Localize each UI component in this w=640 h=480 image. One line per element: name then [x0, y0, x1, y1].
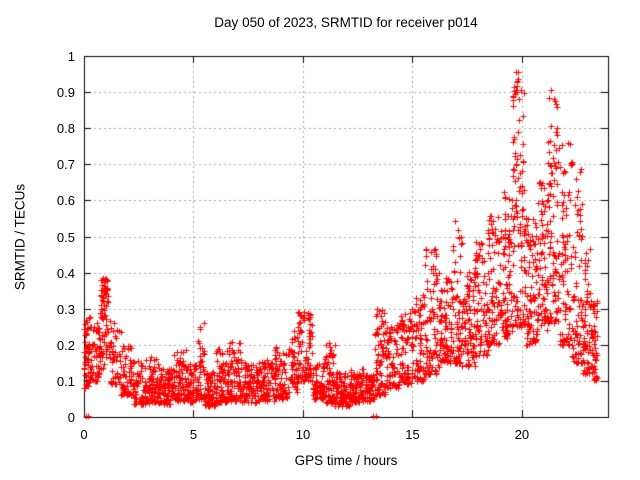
y-tick-label: 0.3: [56, 301, 75, 317]
y-axis-label: SRMTID / TECUs: [12, 183, 28, 291]
y-tick-label: 0.6: [56, 193, 75, 209]
chart-title: Day 050 of 2023, SRMTID for receiver p01…: [214, 15, 478, 30]
x-tick-label: 5: [189, 427, 198, 442]
y-tick-label: 0.5: [56, 229, 75, 245]
x-tick-label: 20: [514, 427, 530, 442]
y-tick-label: 0.1: [56, 373, 75, 389]
y-tick-label: 0.9: [56, 85, 75, 101]
y-tick-label: 1: [67, 49, 75, 64]
y-tick-label: 0.2: [56, 337, 75, 353]
y-tick-label: 0.4: [56, 265, 75, 281]
x-tick-label: 10: [295, 427, 311, 442]
x-tick-label: 15: [405, 427, 420, 442]
y-tick-label: 0.8: [56, 121, 75, 137]
y-tick-label: 0.7: [56, 157, 75, 173]
x-axis-label: GPS time / hours: [294, 453, 398, 468]
x-tick-label: 0: [80, 427, 88, 442]
y-tick-label: 0: [67, 410, 75, 425]
